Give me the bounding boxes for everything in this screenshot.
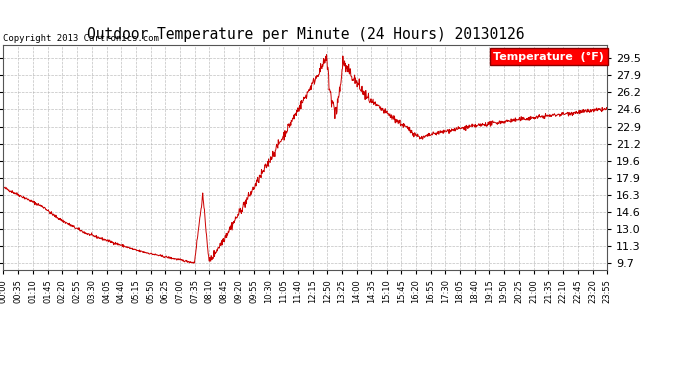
Text: Temperature  (°F): Temperature (°F) bbox=[493, 52, 604, 62]
Title: Outdoor Temperature per Minute (24 Hours) 20130126: Outdoor Temperature per Minute (24 Hours… bbox=[86, 27, 524, 42]
Text: Copyright 2013 Cartronics.com: Copyright 2013 Cartronics.com bbox=[3, 34, 159, 43]
